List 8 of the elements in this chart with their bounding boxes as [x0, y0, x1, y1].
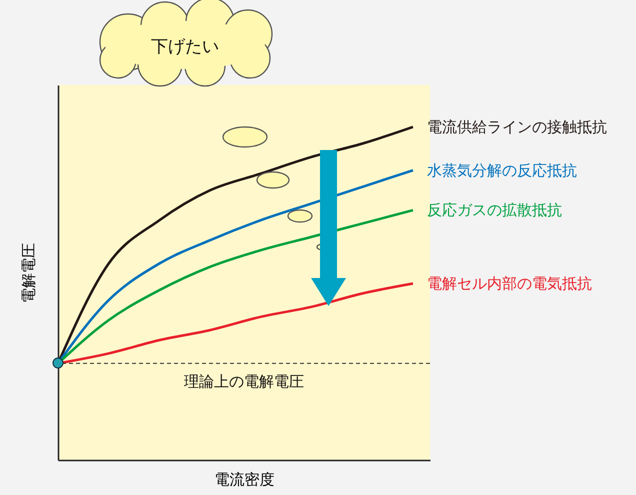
- series-label: 水蒸気分解の反応抵抗: [426, 161, 577, 180]
- series-label: 電解セル内部の電気抵抗: [426, 274, 592, 292]
- y-axis-title: 電解電圧: [20, 243, 38, 303]
- series-label: 電流供給ラインの接触抵抗: [426, 118, 607, 136]
- ref-line-label: 理論上の電解電圧: [184, 372, 304, 390]
- series-label: 反応ガスの拡散抵抗: [426, 201, 562, 220]
- text: 下げたい: [151, 37, 219, 57]
- x-axis-title: 電流密度: [214, 470, 274, 488]
